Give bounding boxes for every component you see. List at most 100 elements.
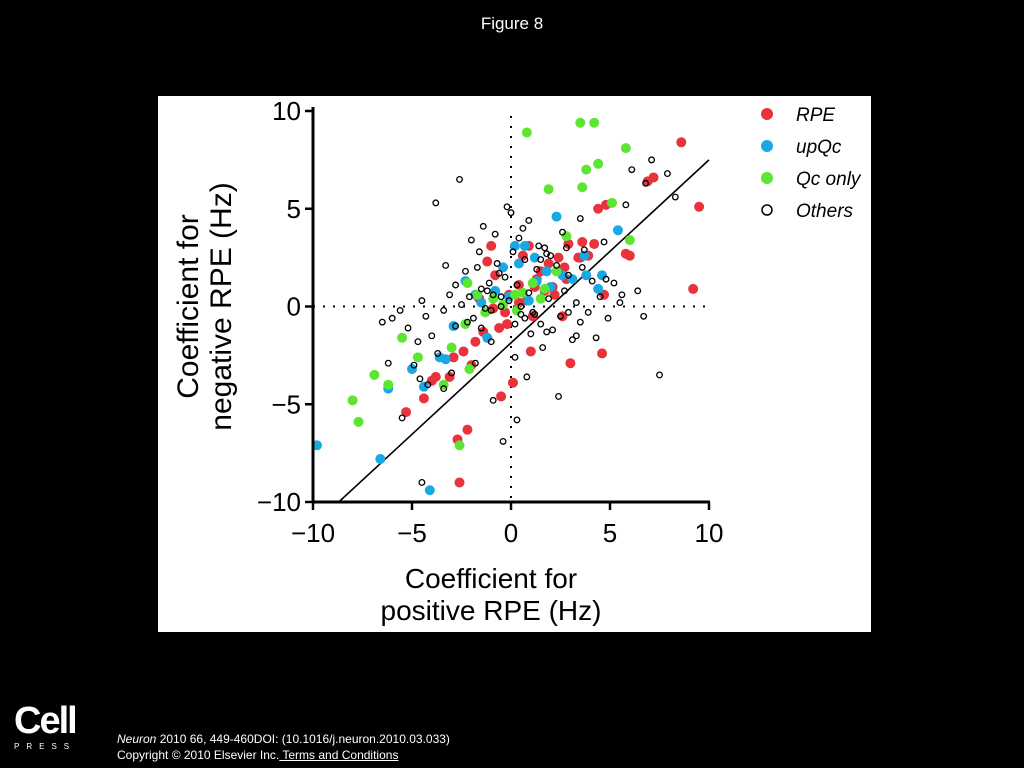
point-others xyxy=(388,314,396,322)
point-rpe xyxy=(553,252,564,263)
point-others xyxy=(434,349,442,357)
point-upqc xyxy=(529,252,540,263)
point-qc-only xyxy=(454,440,465,451)
point-upqc xyxy=(490,285,501,296)
x-tick-label: 5 xyxy=(603,518,617,548)
point-others xyxy=(378,318,386,326)
legend-label-upqc: upQc xyxy=(796,137,842,158)
point-others xyxy=(491,230,499,238)
point-qc-only xyxy=(383,379,394,390)
point-others xyxy=(452,281,460,289)
point-others xyxy=(469,314,477,322)
point-qc-only xyxy=(624,235,635,246)
point-others xyxy=(610,279,618,287)
point-rpe xyxy=(507,377,518,388)
point-qc-only xyxy=(446,342,457,353)
legend: RPE upQc Qc only Others xyxy=(761,105,862,222)
tick-labels: −10 −5 0 5 10 −10 −5 0 5 10 xyxy=(257,96,724,548)
point-others xyxy=(487,306,495,314)
point-others xyxy=(477,324,485,332)
point-others xyxy=(462,267,469,275)
point-others xyxy=(519,224,527,232)
point-others xyxy=(418,297,426,305)
point-others xyxy=(384,359,392,367)
axes xyxy=(305,107,711,510)
point-qc-only xyxy=(472,289,483,300)
point-qc-only xyxy=(577,182,588,193)
point-others xyxy=(618,291,626,299)
point-others xyxy=(549,326,557,334)
point-others xyxy=(568,336,576,344)
point-rpe xyxy=(462,424,473,435)
point-rpe xyxy=(688,283,699,294)
point-others xyxy=(511,353,519,361)
point-rpe xyxy=(470,336,481,347)
point-rpe xyxy=(418,393,429,404)
point-others xyxy=(458,301,465,308)
point-upqc xyxy=(581,270,592,281)
point-others xyxy=(525,217,533,224)
point-qc-only xyxy=(488,293,499,304)
point-others xyxy=(414,338,422,346)
point-others xyxy=(663,170,671,178)
point-others xyxy=(511,320,519,328)
point-upqc xyxy=(593,283,604,294)
terms-link[interactable]: Terms and Conditions xyxy=(279,748,399,762)
x-tick-label: 10 xyxy=(695,518,724,548)
logo-subtext: PRESS xyxy=(14,742,77,751)
point-others xyxy=(483,287,491,295)
point-others xyxy=(572,332,580,340)
point-others xyxy=(471,359,479,367)
point-others xyxy=(616,299,624,307)
point-upqc xyxy=(567,274,578,285)
point-others xyxy=(404,324,412,332)
x-axis-label-line: positive RPE (Hz) xyxy=(381,595,602,626)
point-others xyxy=(501,273,509,281)
point-rpe xyxy=(593,203,604,214)
point-upqc xyxy=(424,485,435,496)
point-others xyxy=(576,318,584,326)
data-points xyxy=(311,117,705,496)
point-others xyxy=(513,416,521,424)
point-others xyxy=(533,265,541,273)
point-rpe xyxy=(490,270,501,281)
y-tick-label: 5 xyxy=(287,194,301,224)
point-others xyxy=(622,201,630,209)
point-others xyxy=(584,308,592,316)
point-upqc xyxy=(476,297,487,308)
point-others xyxy=(398,414,406,422)
figure-panel: −10 −5 0 5 10 −10 −5 0 5 10 Coefficient for positi… xyxy=(158,96,871,632)
point-others xyxy=(493,260,501,267)
point-qc-only xyxy=(353,416,364,427)
point-upqc xyxy=(612,225,623,236)
point-others xyxy=(561,287,568,295)
y-axis-label-line: negative RPE (Hz) xyxy=(205,182,238,430)
point-qc-only xyxy=(581,164,592,175)
point-others xyxy=(452,322,460,330)
copyright-text: Copyright © 2010 Elsevier Inc. xyxy=(117,748,280,762)
point-others xyxy=(529,308,537,316)
point-others xyxy=(396,306,404,314)
point-rpe xyxy=(563,238,574,249)
point-rpe xyxy=(517,250,528,261)
point-upqc xyxy=(519,240,530,251)
point-others xyxy=(448,369,456,377)
point-others xyxy=(525,289,533,297)
point-others xyxy=(515,234,523,242)
point-qc-only xyxy=(551,266,562,277)
point-upqc xyxy=(579,250,590,261)
point-others xyxy=(562,244,570,252)
point-rpe xyxy=(444,371,455,382)
point-others xyxy=(640,312,648,320)
y-tick-label: −10 xyxy=(257,487,301,517)
point-qc-only xyxy=(521,127,532,138)
point-others xyxy=(505,297,513,305)
point-others xyxy=(440,385,448,393)
point-others xyxy=(580,246,588,254)
point-others xyxy=(572,299,580,307)
point-others xyxy=(648,156,656,164)
legend-label-others: Others xyxy=(796,201,854,222)
point-qc-only xyxy=(517,287,528,298)
